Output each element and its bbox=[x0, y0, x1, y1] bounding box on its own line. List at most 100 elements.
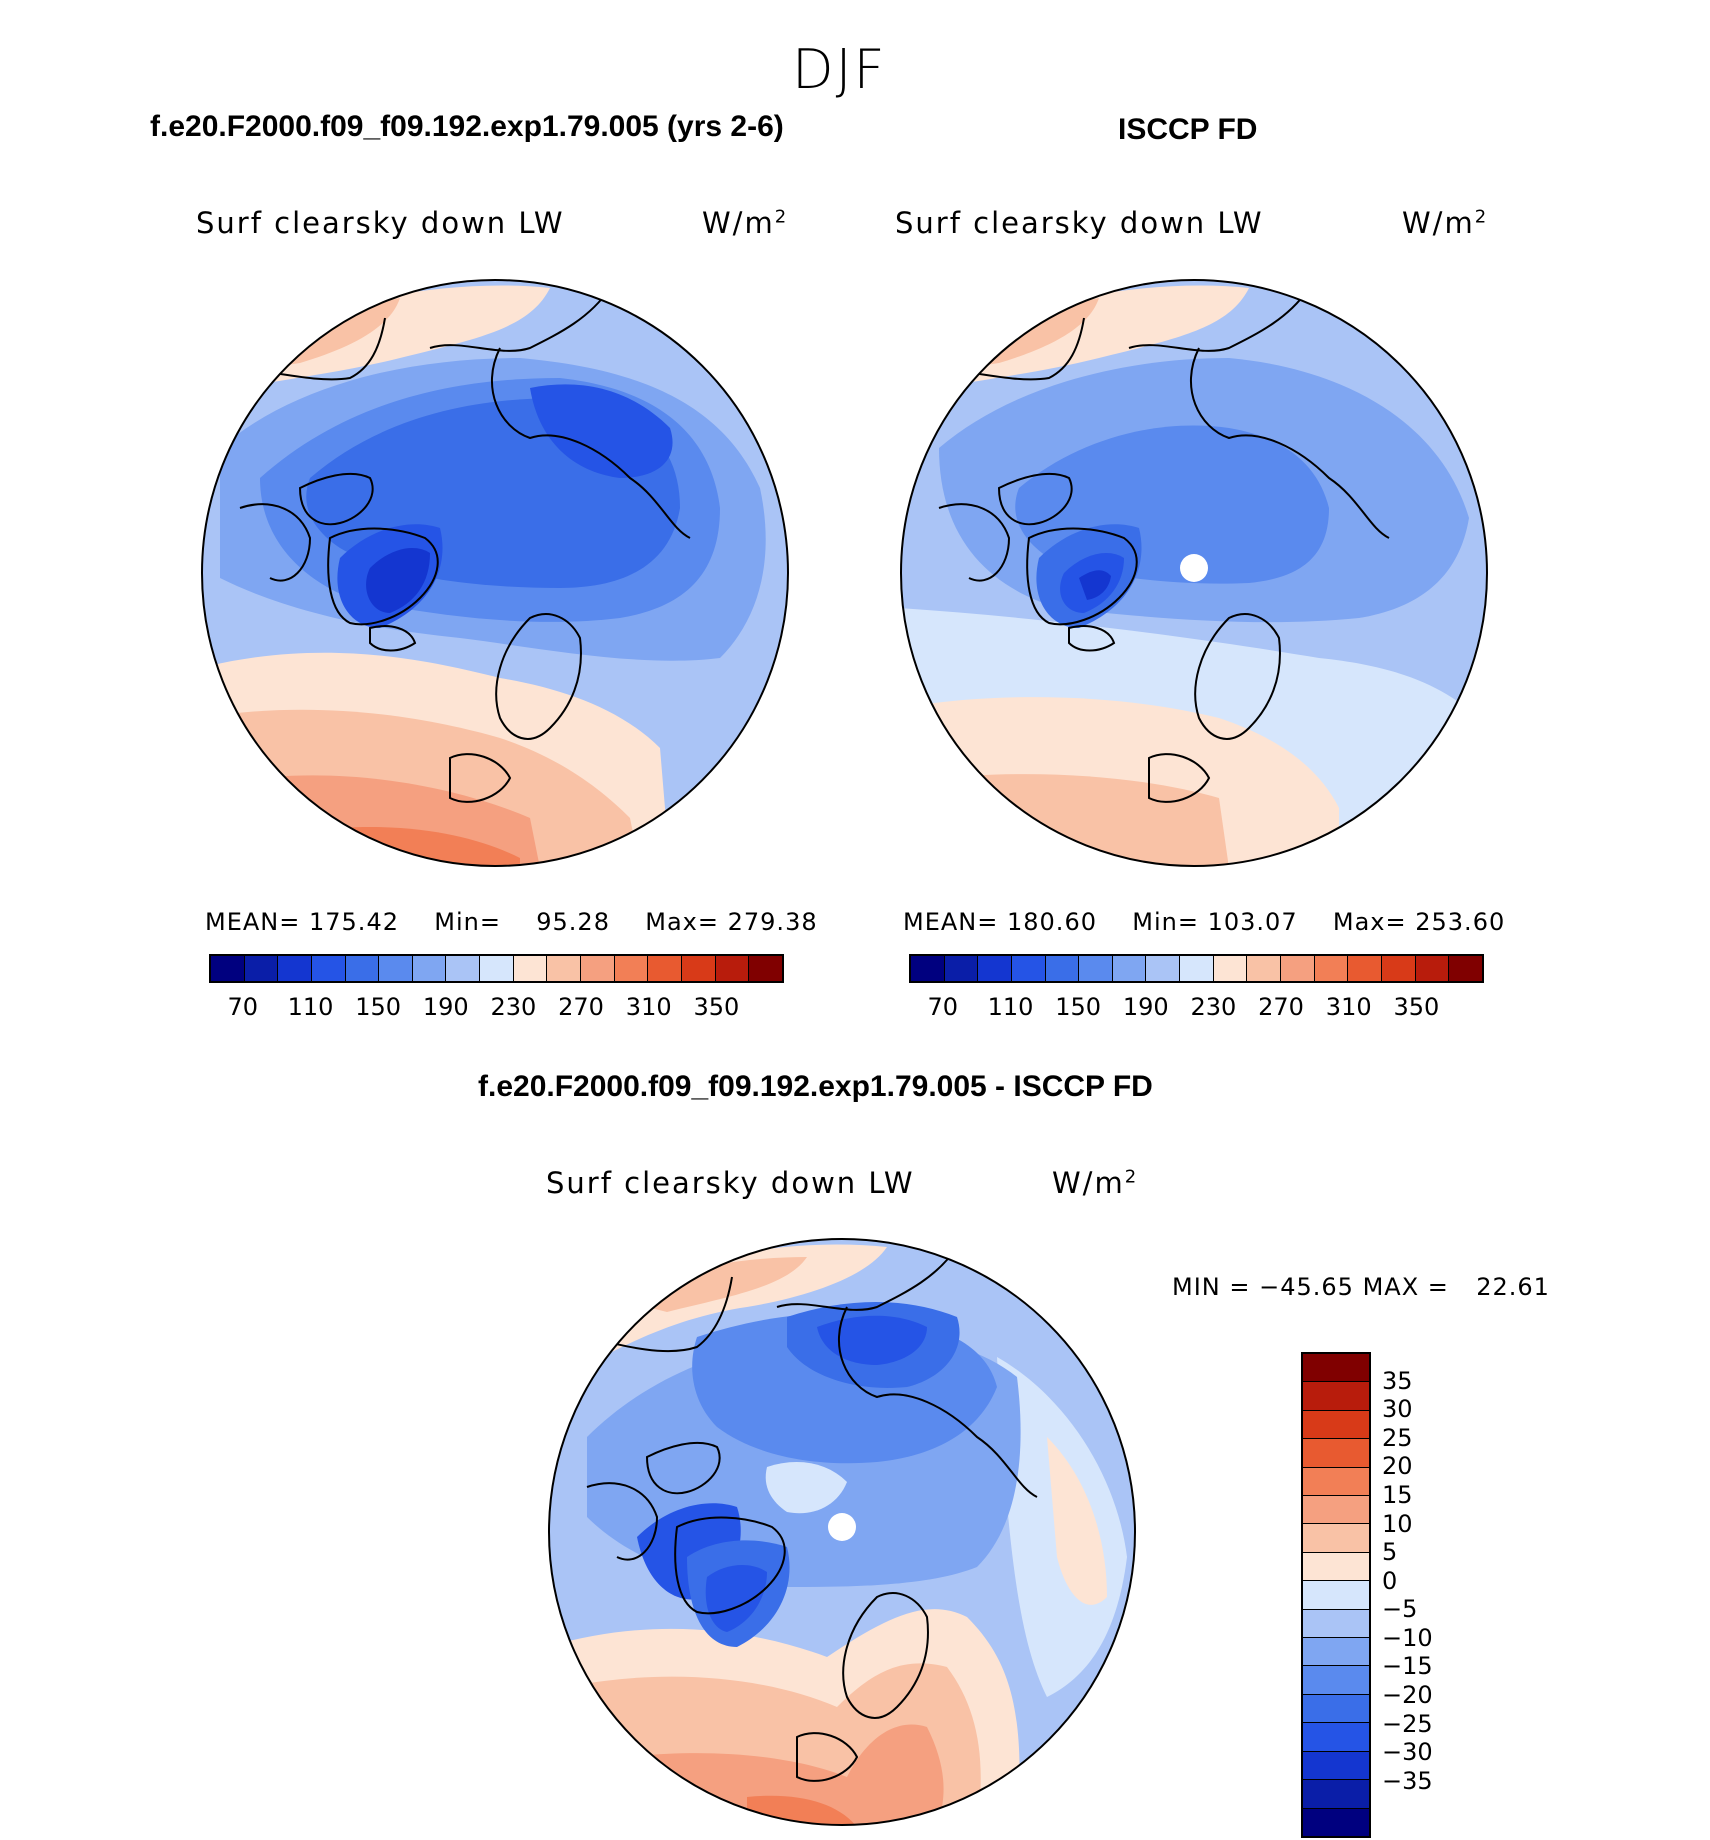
panel-3-map-border bbox=[548, 1238, 1136, 1826]
panel-3-map bbox=[548, 1238, 1136, 1826]
panel-1-map bbox=[201, 279, 789, 867]
colorbar-swatch bbox=[547, 956, 582, 981]
colorbar-tick-label: −20 bbox=[1382, 1681, 1433, 1710]
panel-2-field-pacific-warm bbox=[939, 285, 1249, 388]
panel-1-units-label: W/m2 bbox=[702, 206, 788, 240]
panel-1-map-border bbox=[201, 279, 789, 867]
panel-1-mean-label: MEAN= bbox=[205, 908, 301, 936]
panel-1-min-value: 95.28 bbox=[536, 908, 610, 936]
colorbar-tick-label: −15 bbox=[1382, 1652, 1433, 1681]
colorbar-tick-label: 110 bbox=[287, 993, 334, 1021]
colorbar-tick-label: 35 bbox=[1382, 1366, 1413, 1395]
colorbar-swatch bbox=[1303, 1467, 1369, 1497]
colorbar-swatch bbox=[278, 956, 312, 981]
panel-3-title: f.e20.F2000.f09_f09.192.exp1.79.005 - IS… bbox=[478, 1070, 1153, 1103]
panel-3-units-exp: 2 bbox=[1124, 1166, 1139, 1188]
colorbar-swatch bbox=[648, 956, 682, 981]
panel-3-units-label: W/m2 bbox=[1052, 1166, 1138, 1200]
colorbar-swatch bbox=[446, 956, 481, 981]
colorbar-swatch bbox=[1303, 1581, 1369, 1610]
panel-2-colorbar bbox=[909, 954, 1484, 983]
colorbar-swatch bbox=[1303, 1638, 1369, 1667]
colorbar-swatch bbox=[1079, 956, 1113, 981]
panel-1-variable-label: Surf clearsky down LW bbox=[196, 206, 565, 240]
panel-2-variable-label: Surf clearsky down LW bbox=[895, 206, 1264, 240]
colorbar-swatch bbox=[1281, 956, 1315, 981]
panel-2-colorbar-ticks: 70 110 150 190 230 270 310 350 bbox=[909, 993, 1484, 1023]
panel-1-field-greenland-coldest bbox=[366, 548, 430, 613]
panel-1-title: f.e20.F2000.f09_f09.192.exp1.79.005 (yrs… bbox=[150, 110, 784, 143]
colorbar-swatch bbox=[513, 956, 548, 981]
panel-3-colorbar-ticks: 35 30 25 20 15 10 5 0 −5 −10 −15 −20 −25 −30 −35 bbox=[1382, 1352, 1472, 1838]
panel-3-stats: MIN = −45.65 MAX = 22.61 bbox=[1172, 1273, 1550, 1301]
colorbar-swatch bbox=[1303, 1382, 1369, 1411]
panel-3-min-label: MIN = bbox=[1172, 1273, 1251, 1301]
panel-3-field-siberia-colder bbox=[817, 1315, 927, 1365]
colorbar-swatch bbox=[1303, 1524, 1369, 1553]
colorbar-swatch bbox=[1112, 956, 1147, 981]
colorbar-tick-label: −25 bbox=[1382, 1709, 1433, 1738]
colorbar-swatch bbox=[211, 956, 245, 981]
colorbar-swatch bbox=[911, 956, 945, 981]
panel-2-units-exp: 2 bbox=[1474, 206, 1489, 228]
colorbar-swatch bbox=[944, 956, 979, 981]
colorbar-swatch bbox=[681, 956, 716, 981]
colorbar-swatch bbox=[1146, 956, 1181, 981]
colorbar-tick-label: −5 bbox=[1382, 1595, 1418, 1624]
colorbar-tick-label: 190 bbox=[422, 993, 469, 1021]
panel-2-title: ISCCP FD bbox=[1118, 113, 1258, 146]
panel-1-colorbar bbox=[209, 954, 784, 983]
colorbar-tick-label: 0 bbox=[1382, 1566, 1398, 1595]
colorbar-swatch bbox=[1381, 956, 1416, 981]
panel-1-stats: MEAN= 175.42 Min= 95.28 Max= 279.38 bbox=[205, 908, 818, 936]
colorbar-swatch bbox=[1303, 1666, 1369, 1695]
colorbar-tick-label: 230 bbox=[1190, 993, 1237, 1021]
colorbar-tick-label: 310 bbox=[1325, 993, 1372, 1021]
panel-3-coastlines bbox=[586, 1246, 1038, 1782]
colorbar-swatch bbox=[1415, 956, 1450, 981]
panel-2-field-greenland-coldest bbox=[1079, 570, 1111, 600]
panel-3-colorbar bbox=[1301, 1352, 1371, 1838]
colorbar-tick-label: 15 bbox=[1382, 1480, 1413, 1509]
panel-3-units-base: W/m bbox=[1052, 1166, 1125, 1200]
colorbar-swatch bbox=[1213, 956, 1248, 981]
colorbar-swatch bbox=[1303, 1694, 1369, 1724]
colorbar-tick-label: −10 bbox=[1382, 1623, 1433, 1652]
colorbar-swatch bbox=[412, 956, 447, 981]
colorbar-swatch bbox=[1303, 1780, 1369, 1809]
panel-2-stats: MEAN= 180.60 Min= 103.07 Max= 253.60 bbox=[903, 908, 1505, 936]
panel-1-units-base: W/m bbox=[702, 206, 775, 240]
season-title: DJF bbox=[792, 38, 887, 101]
panel-3-min-value: −45.65 bbox=[1259, 1273, 1354, 1301]
panel-2-max-label: Max= bbox=[1332, 908, 1407, 936]
panel-3-variable-label: Surf clearsky down LW bbox=[546, 1166, 915, 1200]
colorbar-tick-label: 270 bbox=[1258, 993, 1304, 1021]
colorbar-tick-label: 190 bbox=[1122, 993, 1169, 1021]
panel-3-pole-hole bbox=[828, 1513, 856, 1541]
colorbar-swatch bbox=[1247, 956, 1282, 981]
colorbar-tick-label: 20 bbox=[1382, 1452, 1413, 1481]
panel-2-mean-label: MEAN= bbox=[903, 908, 999, 936]
colorbar-swatch bbox=[1045, 956, 1080, 981]
colorbar-tick-label: 70 bbox=[227, 993, 259, 1021]
colorbar-swatch bbox=[1303, 1354, 1369, 1383]
colorbar-swatch bbox=[1180, 956, 1214, 981]
colorbar-swatch bbox=[1314, 956, 1349, 981]
colorbar-swatch bbox=[1303, 1439, 1369, 1468]
panel-1-max-value: 279.38 bbox=[727, 908, 818, 936]
panel-3-max-label: MAX = bbox=[1362, 1273, 1449, 1301]
panel-1-max-label: Max= bbox=[645, 908, 719, 936]
colorbar-swatch bbox=[614, 956, 649, 981]
colorbar-swatch bbox=[1449, 956, 1482, 981]
panel-1-coastlines bbox=[239, 287, 691, 803]
colorbar-tick-label: 350 bbox=[1393, 993, 1440, 1021]
panel-1-min-label: Min= bbox=[434, 908, 501, 936]
colorbar-tick-label: 70 bbox=[927, 993, 959, 1021]
panel-2-min-value: 103.07 bbox=[1207, 908, 1298, 936]
panel-2-min-label: Min= bbox=[1132, 908, 1199, 936]
colorbar-swatch bbox=[311, 956, 346, 981]
colorbar-tick-label: 350 bbox=[693, 993, 740, 1021]
panel-2-map-border bbox=[900, 279, 1488, 867]
colorbar-swatch bbox=[1011, 956, 1046, 981]
